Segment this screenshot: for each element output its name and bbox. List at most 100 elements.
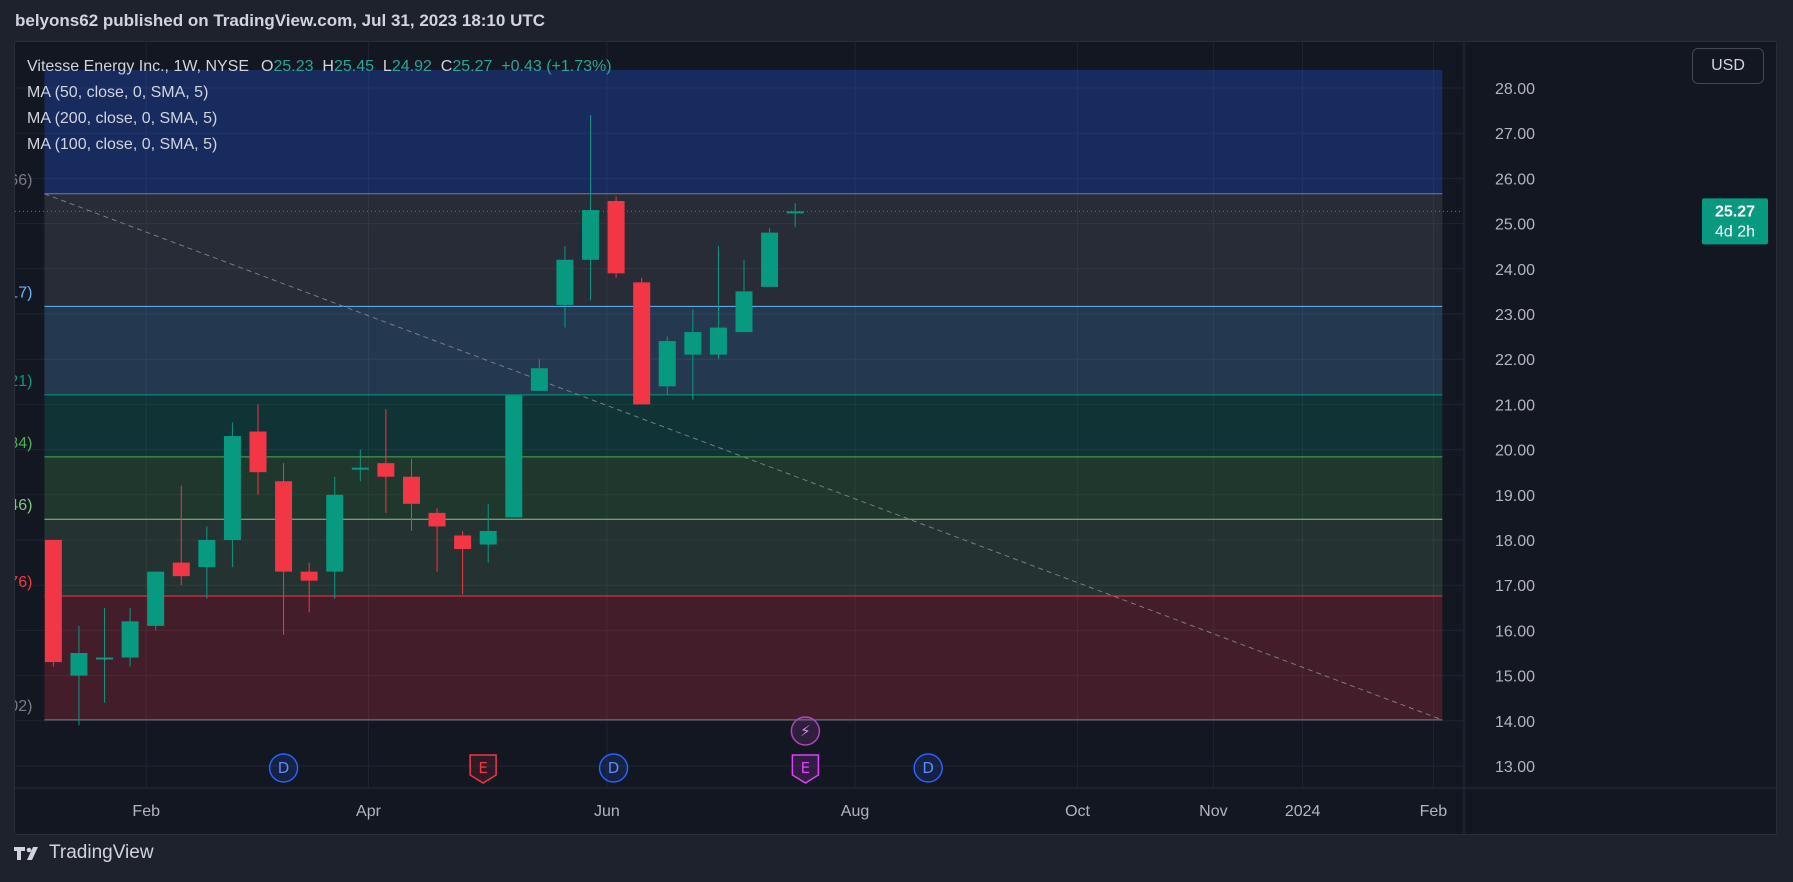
price-tick-label: 28.00 [1495, 81, 1535, 98]
tradingview-logo[interactable]: TradingView [14, 842, 154, 864]
candle [402, 458, 420, 531]
candle [556, 246, 574, 328]
candle [147, 571, 165, 631]
fib-trend-line [44, 193, 1443, 721]
price-tick-label: 19.00 [1495, 488, 1535, 505]
candle-body [121, 621, 139, 658]
fib-level-label: 0(14.02) [15, 698, 32, 715]
time-tick-label: Apr [356, 803, 382, 820]
candle-body [479, 530, 497, 545]
candle-body [223, 436, 241, 540]
event-marker-letter: E [478, 759, 487, 777]
dividend-marker: D [598, 753, 629, 783]
earnings-marker-shape [791, 754, 820, 784]
high-label: H [322, 58, 334, 75]
price-tick-label: 18.00 [1495, 533, 1535, 550]
grid-lines [15, 42, 1463, 788]
candle [761, 228, 779, 287]
candle-body [709, 327, 727, 355]
dividend-marker: D [913, 753, 943, 783]
earnings-marker: E [469, 754, 497, 784]
close-value: 25.27 [452, 58, 493, 75]
fib-zone [44, 519, 1443, 597]
fib-level-label: 1(25.66) [15, 172, 32, 189]
chart-pane[interactable]: 1(25.66) 0.786(23.17) 0.618(21.21) 0.5(19.8… [14, 41, 1777, 835]
candle [530, 359, 548, 391]
candle-body [377, 463, 395, 477]
candle-body [147, 571, 165, 626]
high-value: 25.45 [333, 58, 375, 75]
symbol-title[interactable]: Vitesse Energy Inc., 1W, NYSE [27, 58, 250, 75]
candle [479, 503, 497, 563]
low-value: 24.92 [391, 58, 432, 75]
price-tick-label: 25.00 [1495, 217, 1535, 234]
candle [300, 562, 318, 613]
fib-zone [44, 193, 1443, 307]
event-markers: D E D E ⚡ D [268, 716, 943, 784]
indicator-ma-50[interactable]: MA (50, close, 0, SMA, 5) [27, 84, 209, 101]
earnings-marker-shape [469, 754, 497, 784]
price-tick-label: 15.00 [1495, 669, 1535, 686]
event-marker-letter: D [608, 759, 620, 777]
candle [582, 115, 600, 301]
candle-body [684, 332, 702, 355]
candlesticks [44, 115, 804, 726]
candle [275, 463, 293, 635]
event-marker-letter: D [922, 759, 934, 777]
price-tick-label: 26.00 [1495, 171, 1535, 188]
event-marker-letter: E [801, 759, 810, 777]
earnings-marker: E [791, 754, 820, 784]
candle-body [582, 210, 600, 260]
fib-level-label: 0.786(23.17) [15, 284, 32, 301]
event-marker-letter: ⚡ [800, 722, 811, 740]
fib-level-label: 0.5(19.84) [15, 435, 32, 452]
price-tick-label: 21.00 [1495, 397, 1535, 414]
candle-body [300, 571, 318, 581]
candle-body [556, 259, 574, 305]
time-tick-label: Aug [841, 803, 869, 820]
footer-brand-text: TradingView [49, 842, 154, 863]
time-tick-label: Oct [1065, 803, 1090, 820]
price-tick-label: 16.00 [1495, 623, 1535, 640]
candle [684, 309, 702, 400]
candle [70, 625, 88, 726]
news-marker: ⚡ [790, 716, 821, 746]
candle [249, 404, 267, 495]
low-label: L [382, 58, 392, 75]
fib-level-label: 0.618(21.21) [15, 373, 32, 390]
candle-body [198, 540, 216, 568]
candle-body [172, 562, 190, 577]
dividend-marker: D [268, 753, 299, 783]
event-marker-circle [913, 753, 943, 783]
price-tick-label: 23.00 [1495, 307, 1535, 324]
candle-body [275, 481, 293, 572]
candle-body [761, 232, 779, 287]
price-tick-label: 24.00 [1495, 262, 1535, 279]
price-tick-label: 20.00 [1495, 443, 1535, 460]
time-axis: Feb Apr Jun Aug Oct Nov 2024 Feb [15, 787, 1776, 820]
candle [786, 203, 804, 228]
fibonacci-retracement: 1(25.66) 0.786(23.17) 0.618(21.21) 0.5(19.8… [15, 69, 1443, 721]
candle-body [351, 467, 369, 470]
candle [121, 607, 139, 667]
price-tick-label: 22.00 [1495, 352, 1535, 369]
price-axis: 13.00 14.00 15.00 16.00 17.00 18.00 19.00 20.00… [1463, 42, 1768, 834]
chart-canvas[interactable]: 1(25.66) 0.786(23.17) 0.618(21.21) 0.5(19.8… [15, 42, 1777, 835]
fib-zone [44, 69, 1443, 194]
fib-level-label: 0.382(18.46) [15, 497, 32, 514]
candle [44, 540, 62, 667]
candle [172, 485, 190, 586]
indicator-ma-200[interactable]: MA (200, close, 0, SMA, 5) [27, 110, 218, 127]
candle [223, 422, 241, 568]
bar-countdown: 4d 2h [1715, 223, 1755, 240]
currency-button[interactable]: USD [1692, 48, 1764, 84]
candle [96, 607, 114, 703]
price-tick-label: 14.00 [1495, 714, 1535, 731]
symbol-ohlc-row[interactable]: Vitesse Energy Inc., 1W, NYSE O25.23 H25.… [27, 54, 612, 80]
event-marker-letter: D [278, 759, 290, 777]
event-marker-circle [598, 753, 629, 783]
candle-body [505, 395, 523, 518]
candle [377, 408, 395, 513]
indicator-ma-100[interactable]: MA (100, close, 0, SMA, 5) [27, 136, 218, 153]
price-tick-label: 13.00 [1495, 759, 1535, 776]
